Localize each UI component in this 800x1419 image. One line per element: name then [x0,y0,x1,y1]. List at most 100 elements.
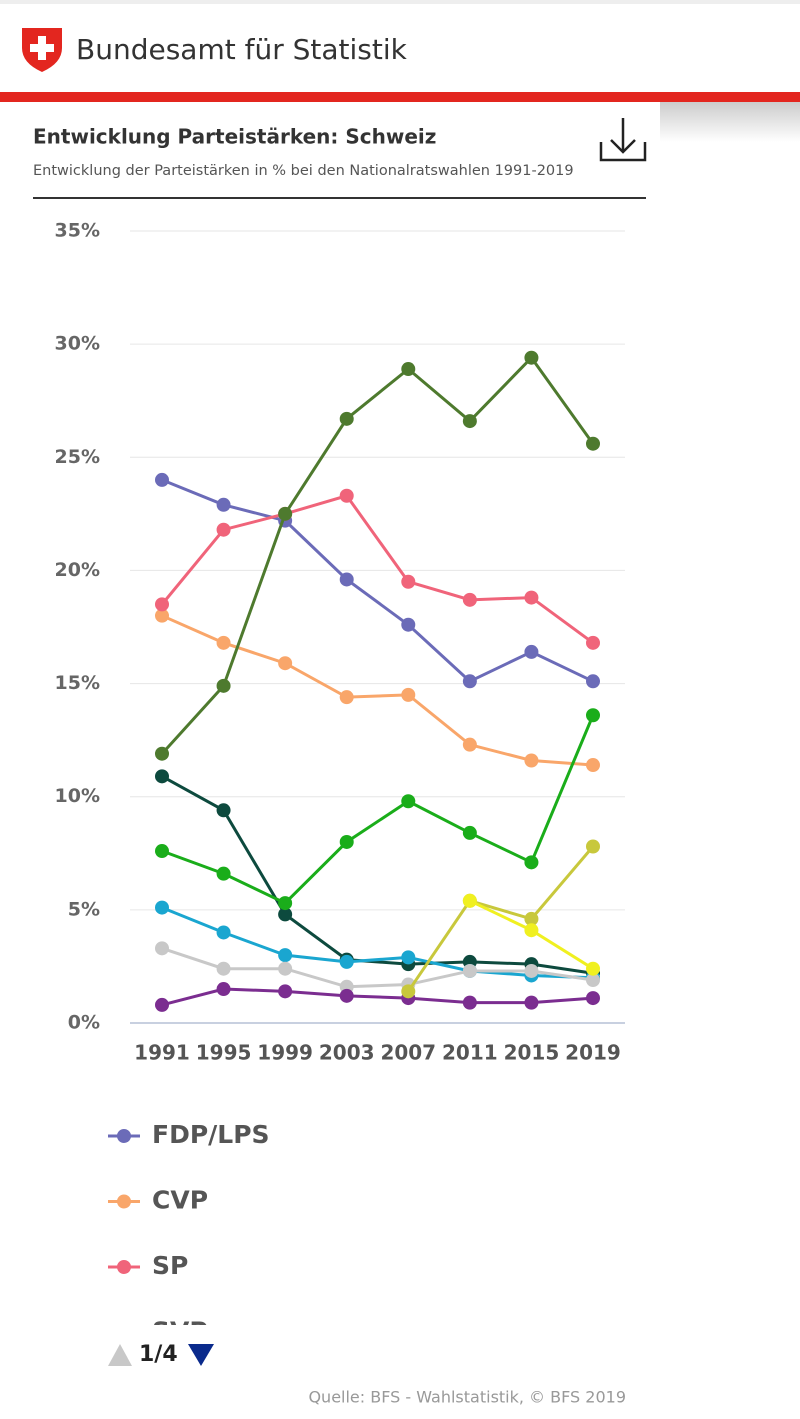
data-point [586,708,600,723]
series-line [161,946,594,989]
data-point [586,635,600,650]
top-edge [0,0,800,4]
data-point [155,472,169,487]
x-tick-label: 2011 [442,1041,498,1065]
x-tick-label: 1999 [257,1041,313,1065]
data-point [339,411,354,426]
data-point [401,574,416,589]
data-point [586,839,600,854]
data-point [401,794,416,809]
data-point [155,597,169,612]
x-tick-label: 2003 [319,1041,375,1065]
data-point [524,644,539,659]
data-point [524,350,539,365]
legend: FDP/LPS CVP SP SVP [108,1120,270,1346]
data-point [524,855,539,870]
y-tick-label: 30% [55,333,100,355]
data-point [278,984,293,999]
data-point [339,572,354,587]
red-bar [0,92,800,102]
legend-prev[interactable] [108,1344,132,1366]
data-point [339,988,354,1003]
data-point [339,834,354,849]
data-point [586,991,600,1006]
data-point [155,769,169,784]
data-point [401,687,416,702]
x-tick-label: 2015 [504,1041,560,1065]
data-point [339,954,354,969]
chart-subtitle: Entwicklung der Parteistärken in % bei d… [33,163,574,179]
data-point [155,608,169,623]
legend-swatch-dot [117,1260,131,1274]
site-title: Bundesamt für Statistik [76,33,408,66]
data-point [462,674,477,689]
legend-swatch-dot [117,1194,131,1209]
x-tick-label: 2019 [565,1041,621,1065]
series-line [161,775,594,975]
series-line [161,614,594,767]
y-tick-label: 25% [55,446,100,468]
series-line [161,987,594,1007]
data-point [278,961,293,976]
data-point [339,690,354,705]
data-point [216,635,231,650]
data-point [155,941,169,956]
data-point [586,973,600,988]
y-tick-label: 20% [55,559,100,581]
y-tick-label: 35% [55,220,100,242]
data-point [278,907,293,922]
data-point [401,617,416,632]
data-point [586,674,600,689]
series-line [161,906,594,980]
data-point [524,911,539,926]
data-point [155,900,169,915]
legend-page: 1/4 [139,1342,178,1367]
series-line [160,355,595,755]
data-point [586,758,600,773]
data-point [216,925,231,940]
data-point [216,497,231,512]
data-point [524,963,539,978]
legend-label: CVP [152,1186,208,1215]
data-point [462,414,477,429]
legend-next[interactable] [188,1344,214,1366]
data-point [278,948,293,963]
series-line [160,494,594,645]
data-point [155,746,169,761]
legend-label: SP [152,1251,188,1280]
x-tick-label: 1991 [134,1041,190,1065]
data-point [339,488,354,503]
data-point [462,995,477,1010]
y-tick-label: 10% [55,785,100,807]
data-point [216,803,231,818]
data-point [462,963,477,978]
data-point [401,984,416,999]
card [0,102,660,1415]
data-point [586,436,600,451]
y-tick-label: 15% [55,672,100,694]
data-point [216,522,231,537]
x-tick-label: 1995 [196,1041,252,1065]
legend-label: SVP [152,1317,208,1346]
data-point [462,825,477,840]
data-point [586,961,600,976]
series-line [161,714,595,905]
chart-title: Entwicklung Parteistärken: Schweiz [33,125,436,149]
legend-swatch-dot [117,1129,131,1143]
series-line [407,845,595,993]
data-point [524,995,539,1010]
data-point [216,866,231,881]
data-point [155,997,169,1012]
download-button[interactable] [599,118,647,162]
data-point [524,590,539,605]
data-point [524,923,539,938]
x-tick-label: 2007 [380,1041,436,1065]
data-point [155,844,169,859]
source: Quelle: BFS - Wahlstatistik, © BFS 2019 [308,1388,626,1407]
series-line [161,478,594,684]
data-point [462,893,477,908]
data-point [401,950,416,965]
y-tick-label: 5% [68,898,100,920]
data-point [524,753,539,768]
